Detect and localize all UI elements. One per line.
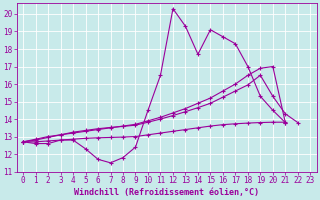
- X-axis label: Windchill (Refroidissement éolien,°C): Windchill (Refroidissement éolien,°C): [74, 188, 259, 197]
